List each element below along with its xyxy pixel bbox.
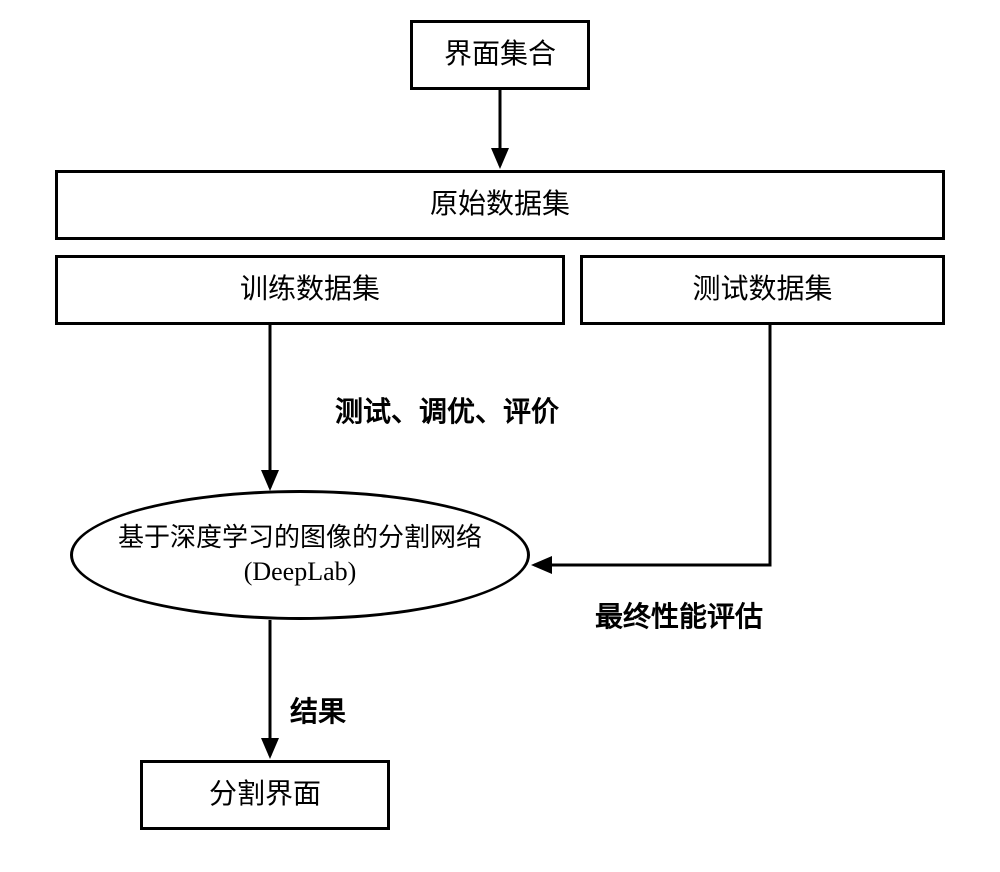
node-seg-interface: 分割界面 (140, 760, 390, 830)
node-interface-set: 界面集合 (410, 20, 590, 90)
node-label-line1: 基于深度学习的图像的分割网络 (118, 521, 482, 555)
flowchart-arrows (0, 0, 1000, 872)
flowchart-canvas: 界面集合 原始数据集 训练数据集 测试数据集 基于深度学习的图像的分割网络 (D… (0, 0, 1000, 872)
node-raw-dataset: 原始数据集 (55, 170, 945, 240)
node-label: 测试数据集 (692, 272, 832, 308)
node-label-line2: (DeepLab) (118, 555, 482, 589)
node-label-group: 基于深度学习的图像的分割网络 (DeepLab) (118, 521, 482, 589)
node-label: 原始数据集 (430, 187, 570, 223)
edge-label-final-eval: 最终性能评估 (595, 595, 763, 635)
node-label: 分割界面 (209, 777, 321, 813)
node-train-set: 训练数据集 (55, 255, 565, 325)
node-label: 界面集合 (444, 37, 556, 73)
node-segnet: 基于深度学习的图像的分割网络 (DeepLab) (70, 490, 530, 620)
edge-label-test-tune-eval: 测试、调优、评价 (335, 390, 559, 430)
edge-label-result: 结果 (290, 690, 346, 730)
node-test-set: 测试数据集 (580, 255, 945, 325)
node-label: 训练数据集 (240, 272, 380, 308)
